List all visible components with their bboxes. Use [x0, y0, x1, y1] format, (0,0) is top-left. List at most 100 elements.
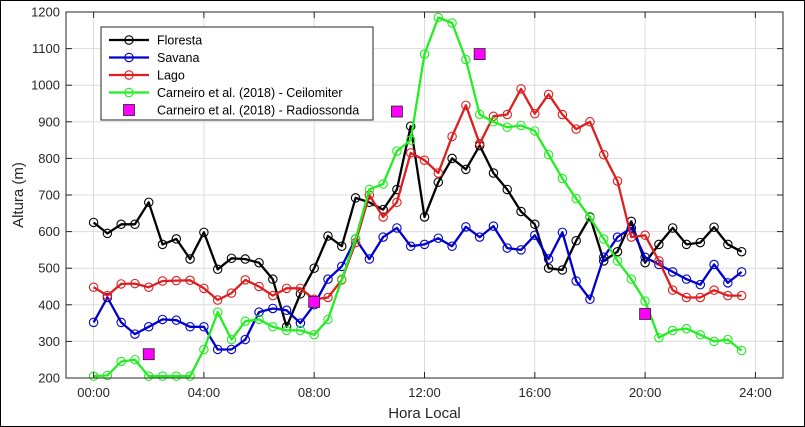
- data-point: [736, 267, 747, 277]
- x-tick-label: 24:00: [739, 385, 772, 400]
- data-point: [199, 227, 209, 238]
- data-point: [405, 148, 416, 158]
- data-point: [598, 234, 609, 244]
- legend-item: Floresta: [109, 34, 202, 48]
- data-point: [226, 288, 237, 298]
- data-point: [281, 283, 292, 294]
- data-point: [654, 332, 664, 343]
- data-point: [116, 279, 126, 289]
- data-point: [157, 314, 168, 325]
- data-point: [543, 254, 554, 264]
- data-point: [337, 274, 347, 284]
- data-point: [681, 323, 692, 334]
- y-tick-label: 200: [38, 371, 60, 386]
- data-point: [405, 121, 416, 131]
- data-point: [212, 344, 223, 355]
- legend-marker: [123, 104, 135, 116]
- x-tick-label: 08:00: [298, 385, 331, 400]
- data-point: [502, 122, 512, 133]
- data-point: [88, 282, 99, 292]
- data-point: [116, 317, 126, 328]
- data-point: [667, 267, 678, 277]
- data-point: [681, 292, 692, 303]
- data-point: [447, 153, 457, 164]
- data-point: [254, 307, 264, 317]
- data-point: [626, 274, 637, 284]
- data-point: [102, 228, 113, 239]
- data-point: [461, 54, 471, 65]
- data-point: [102, 290, 113, 301]
- data-point: [337, 241, 347, 251]
- y-tick-label: 700: [38, 188, 60, 203]
- y-tick-label: 1100: [32, 41, 60, 56]
- data-point: [571, 236, 581, 246]
- data-point: [240, 334, 251, 345]
- legend-marker: [124, 87, 134, 98]
- data-point: [323, 274, 333, 284]
- data-point: [667, 223, 678, 233]
- data-point: [612, 176, 623, 186]
- data-point: [530, 230, 540, 241]
- data-point: [116, 356, 126, 367]
- data-point: [130, 219, 140, 230]
- data-point: [474, 232, 485, 242]
- data-point: [543, 89, 554, 100]
- data-point: [447, 241, 457, 251]
- legend-box: [100, 26, 374, 121]
- data-point: [143, 371, 154, 381]
- y-tick-label: 900: [38, 114, 60, 129]
- x-tick-label: 04:00: [188, 385, 221, 400]
- data-point: [695, 330, 706, 340]
- data-point: [419, 49, 430, 59]
- data-point: [268, 322, 278, 332]
- data-point: [474, 109, 485, 120]
- data-point: [488, 111, 499, 122]
- x-tick-label: 00:00: [77, 385, 110, 400]
- series-line: [93, 87, 742, 302]
- data-point: [667, 285, 678, 295]
- legend-item: Carneiro et al. (2018) - Radiossonda: [123, 104, 359, 118]
- data-point: [516, 245, 526, 255]
- legend: Floresta Savana Lago Carneiro et al. (2018)…: [100, 26, 374, 121]
- data-point: [736, 345, 747, 356]
- data-point: [557, 265, 568, 275]
- data-point: [392, 146, 402, 156]
- data-point: [308, 295, 321, 308]
- data-point: [295, 325, 306, 336]
- data-point: [723, 290, 733, 301]
- data-point: [199, 344, 209, 355]
- data-point: [143, 282, 154, 292]
- data-point: [240, 254, 251, 264]
- data-point: [254, 314, 264, 325]
- data-point: [516, 84, 526, 94]
- data-point: [268, 303, 278, 314]
- series-1: [88, 221, 747, 355]
- data-point: [185, 322, 195, 332]
- data-point: [157, 276, 168, 286]
- data-point: [557, 173, 568, 184]
- data-point: [350, 234, 361, 244]
- data-point: [240, 316, 251, 327]
- data-point: [543, 263, 554, 273]
- data-point: [268, 290, 278, 301]
- data-point: [419, 212, 430, 222]
- legend-marker: [124, 52, 134, 63]
- y-tick-label: 600: [38, 224, 60, 239]
- data-point: [598, 149, 609, 160]
- data-point: [364, 254, 375, 264]
- data-point: [639, 308, 652, 320]
- data-point: [212, 264, 223, 275]
- data-point: [612, 232, 623, 242]
- data-point: [323, 292, 333, 303]
- x-tick-label: 16:00: [519, 385, 552, 400]
- data-point: [199, 283, 209, 294]
- data-point: [212, 295, 223, 305]
- series-2: [88, 84, 747, 305]
- data-point: [626, 232, 637, 242]
- data-point: [488, 117, 499, 127]
- data-point: [502, 109, 512, 120]
- data-point: [226, 334, 237, 345]
- data-point: [447, 131, 457, 142]
- data-point: [157, 239, 168, 250]
